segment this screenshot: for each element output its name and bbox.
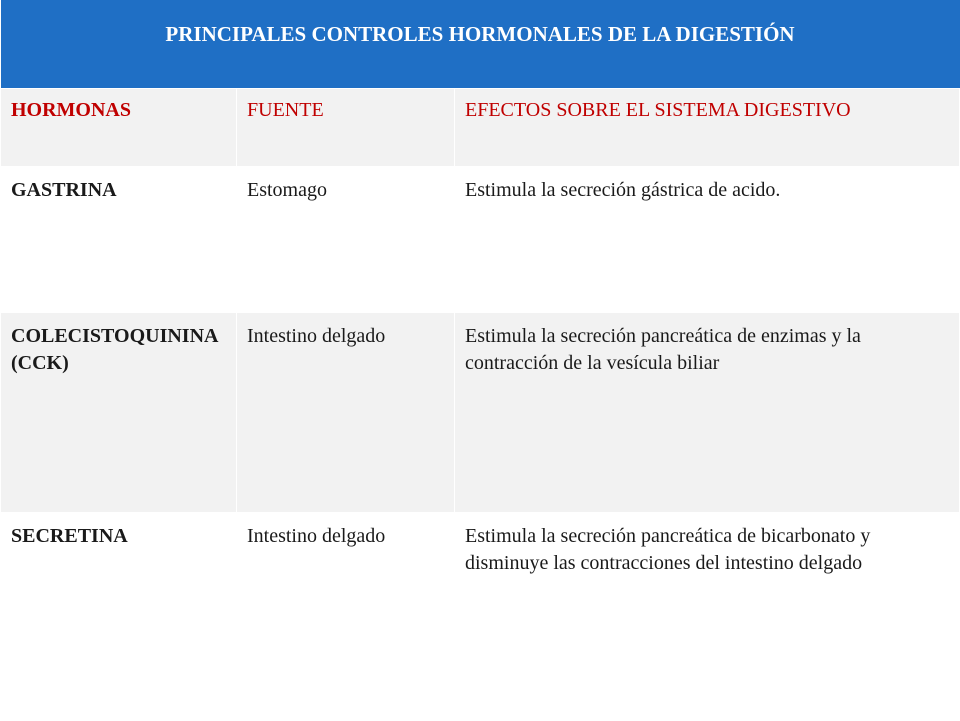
- table-row: SECRETINA Intestino delgado Estimula la …: [1, 512, 960, 720]
- cell-hormone: COLECISTOQUININA (CCK): [1, 312, 237, 512]
- col-header-source: FUENTE: [237, 88, 455, 166]
- table-title-row: PRINCIPALES CONTROLES HORMONALES DE LA D…: [1, 0, 960, 88]
- cell-source: Intestino delgado: [237, 312, 455, 512]
- table-header-row: HORMONAS FUENTE EFECTOS SOBRE EL SISTEMA…: [1, 88, 960, 166]
- table-row: GASTRINA Estomago Estimula la secreción …: [1, 166, 960, 312]
- cell-source: Intestino delgado: [237, 512, 455, 720]
- cell-source: Estomago: [237, 166, 455, 312]
- col-header-hormone: HORMONAS: [1, 88, 237, 166]
- table-title: PRINCIPALES CONTROLES HORMONALES DE LA D…: [1, 0, 960, 88]
- hormone-table: PRINCIPALES CONTROLES HORMONALES DE LA D…: [0, 0, 960, 721]
- table-row: COLECISTOQUININA (CCK) Intestino delgado…: [1, 312, 960, 512]
- col-header-effects: EFECTOS SOBRE EL SISTEMA DIGESTIVO: [455, 88, 960, 166]
- cell-effects: Estimula la secreción gástrica de acido.: [455, 166, 960, 312]
- cell-effects: Estimula la secreción pancreática de bic…: [455, 512, 960, 720]
- cell-effects: Estimula la secreción pancreática de enz…: [455, 312, 960, 512]
- cell-hormone: SECRETINA: [1, 512, 237, 720]
- cell-hormone: GASTRINA: [1, 166, 237, 312]
